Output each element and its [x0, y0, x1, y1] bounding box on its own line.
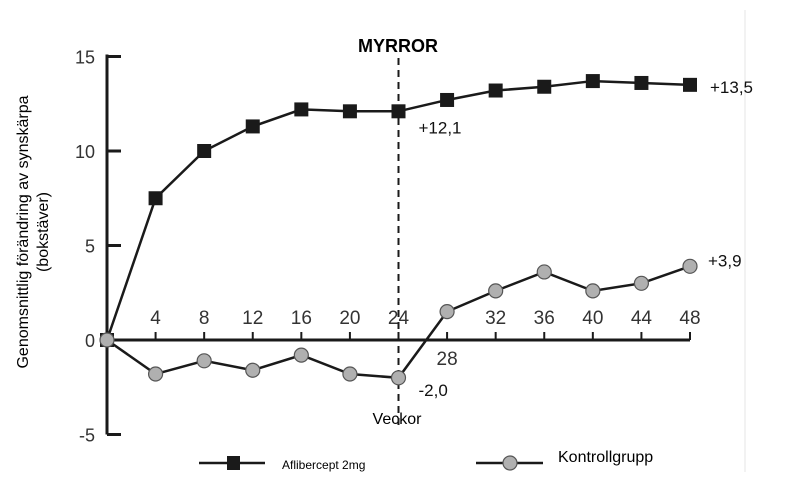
x-tick-label: 8 — [199, 308, 210, 329]
chart-title: MYRROR — [358, 36, 438, 56]
y-tick-label: 5 — [85, 237, 95, 257]
legend: Aflibercept 2mg Kontrollgrupp — [199, 449, 653, 472]
value-annotation: +13,5 — [710, 78, 753, 97]
aflibercept-point — [634, 75, 649, 90]
kontroll-point — [536, 264, 552, 280]
x-tick-label: 44 — [631, 308, 653, 329]
kontroll-point — [196, 353, 212, 369]
x-tick-label: 16 — [291, 308, 312, 329]
x-tick-label: 48 — [679, 308, 700, 329]
kontroll-point — [390, 370, 407, 386]
y-tick-label: 15 — [75, 48, 95, 68]
x-tick-label: 20 — [339, 308, 360, 329]
kontroll-point — [488, 283, 504, 299]
kontroll-point — [147, 366, 164, 382]
kontroll-point — [439, 304, 455, 320]
y-tick-label: 0 — [85, 331, 95, 351]
x-tick-label: 28 — [437, 349, 458, 370]
aflibercept-point — [197, 144, 212, 158]
y-axis-label-line2: (bokstäver) — [35, 192, 52, 272]
legend-square-marker — [227, 456, 240, 470]
kontroll-point — [342, 366, 358, 382]
aflibercept-point — [537, 79, 552, 94]
value-annotation: +12,1 — [419, 118, 462, 137]
x-tick-label: 12 — [242, 308, 263, 329]
x-tick-label: 32 — [485, 308, 506, 329]
legend-circle-marker — [502, 455, 518, 471]
kontroll-point — [293, 347, 309, 363]
y-tick-label: 10 — [75, 142, 95, 162]
kontroll-point — [585, 283, 601, 299]
legend-label-kontroll: Kontrollgrupp — [558, 449, 653, 466]
x-axis-label: Veckor — [373, 411, 423, 428]
aflibercept-point — [148, 191, 163, 206]
kontroll-point — [245, 362, 261, 378]
value-annotation: +3,9 — [708, 251, 742, 270]
aflibercept-point — [488, 83, 503, 98]
value-annotation: -2,0 — [419, 381, 448, 400]
aflibercept-point — [294, 102, 309, 117]
y-axis-label: Genomsnittlig förändring av synskärpa — [15, 95, 32, 368]
kontroll-point — [633, 275, 650, 291]
aflibercept-point — [440, 92, 455, 107]
x-tick-label: 36 — [534, 308, 555, 329]
aflibercept-point — [342, 104, 357, 119]
aflibercept-point — [245, 119, 260, 134]
legend-label-aflibercept: Aflibercept 2mg — [282, 458, 365, 472]
y-tick-label: -5 — [79, 426, 95, 446]
aflibercept-point — [585, 74, 600, 89]
x-tick-label: 4 — [150, 308, 161, 329]
x-tick-label: 40 — [582, 308, 603, 329]
x-tick-label: 24 — [388, 308, 410, 329]
kontroll-point — [682, 258, 698, 274]
aflibercept-point — [391, 104, 406, 119]
kontroll-point — [99, 332, 115, 348]
aflibercept-point — [683, 77, 697, 92]
